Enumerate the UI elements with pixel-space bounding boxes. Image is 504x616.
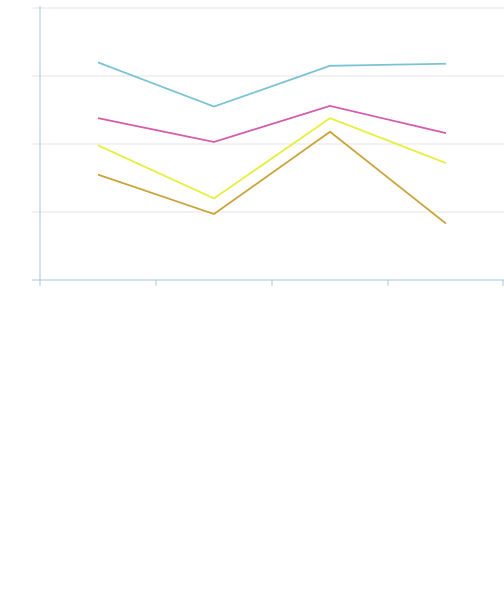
series-lines (97, 61, 447, 225)
series-line-0 (97, 61, 447, 108)
axes (32, 6, 504, 286)
series-line-2 (97, 117, 447, 200)
gridlines (32, 7, 504, 213)
series-line-1 (97, 104, 447, 143)
series-line-3 (97, 130, 447, 225)
